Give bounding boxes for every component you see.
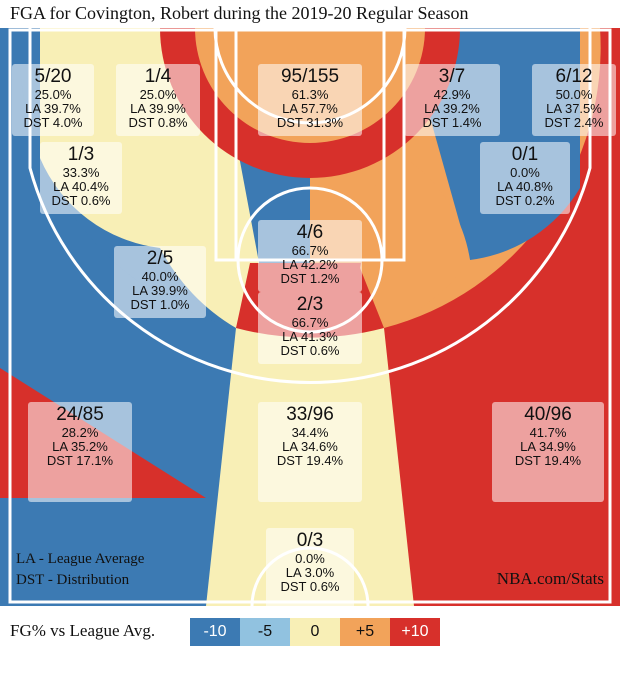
zone-fg: 24/85 [56, 404, 104, 425]
zone-pct: 66.7% [291, 315, 329, 330]
zone-la: LA 39.9% [130, 101, 186, 116]
zone-dst: DST 2.4% [544, 115, 604, 130]
league-average-note: LA - League Average [16, 551, 145, 567]
legend-cell: 0 [290, 618, 340, 646]
zone-pct: 25.0% [34, 87, 72, 102]
zone-pct: 34.4% [291, 425, 329, 440]
zone-pct: 40.0% [141, 269, 179, 284]
zone-dst: DST 0.8% [128, 115, 188, 130]
zone-dst: DST 0.6% [51, 193, 111, 208]
zone-la: LA 40.8% [497, 179, 553, 194]
zone-right-wing-mid [360, 28, 470, 328]
zone-fg: 95/155 [280, 66, 340, 87]
legend-cell: -10 [190, 618, 240, 646]
zone-la: LA 39.2% [424, 101, 480, 116]
zone-fg: 1/3 [67, 144, 95, 165]
legend-cell: -5 [240, 618, 290, 646]
zone-dst: DST 1.4% [422, 115, 482, 130]
zone-label: 0/1 0.0% LA 40.8% DST 0.2% [480, 142, 570, 214]
zone-la: LA 42.2% [282, 257, 338, 272]
zone-label: 6/12 50.0% LA 37.5% DST 2.4% [532, 64, 616, 136]
zone-dst: DST 1.2% [280, 271, 340, 286]
zone-la: LA 57.7% [282, 101, 338, 116]
zone-dst: DST 0.6% [280, 343, 340, 358]
zone-label: 40/96 41.7% LA 34.9% DST 19.4% [492, 402, 604, 502]
three-point-line [28, 28, 592, 385]
zone-fg: 1/4 [144, 66, 172, 87]
zone-la: LA 35.2% [52, 439, 108, 454]
zone-la: LA 39.7% [25, 101, 81, 116]
zone-label: 2/3 66.7% LA 41.3% DST 0.6% [258, 292, 362, 364]
zone-pct: 0.0% [510, 165, 540, 180]
zone-la: LA 40.4% [53, 179, 109, 194]
zone-label: 5/20 25.0% LA 39.7% DST 4.0% [12, 64, 94, 136]
zone-pct: 66.7% [291, 243, 329, 258]
zone-la: LA 37.5% [546, 101, 602, 116]
zone-fg: 4/6 [296, 222, 324, 243]
zone-fg: 5/20 [34, 66, 72, 87]
zone-la: LA 34.9% [520, 439, 576, 454]
chart-title: FGA for Covington, Robert during the 201… [10, 3, 469, 23]
zone-dst: DST 17.1% [46, 453, 114, 468]
zone-pct: 28.2% [61, 425, 99, 440]
zone-la: LA 39.9% [132, 283, 188, 298]
legend-cell: +10 [390, 618, 440, 646]
zone-dst: DST 0.6% [280, 579, 340, 594]
zone-label: 1/3 33.3% LA 40.4% DST 0.6% [40, 142, 122, 214]
zone-la: LA 34.6% [282, 439, 338, 454]
zone-pct: 0.0% [295, 551, 325, 566]
brand-label: NBA.com/Stats [496, 569, 604, 588]
zone-pct: 50.0% [555, 87, 593, 102]
zone-dst: DST 31.3% [276, 115, 344, 130]
legend-title: FG% vs League Avg. [10, 621, 156, 640]
zone-fg: 2/3 [296, 294, 324, 315]
zone-pct: 61.3% [291, 87, 329, 102]
zone-label: 4/6 66.7% LA 42.2% DST 1.2% [258, 220, 362, 292]
zone-pct: 41.7% [529, 425, 567, 440]
zone-pct: 25.0% [139, 87, 177, 102]
zone-dst: DST 4.0% [23, 115, 83, 130]
zone-label: 1/4 25.0% LA 39.9% DST 0.8% [116, 64, 200, 136]
zone-dst: DST 0.2% [495, 193, 555, 208]
zone-fg: 3/7 [438, 66, 466, 87]
legend-cell: +5 [340, 618, 390, 646]
zone-label: 2/5 40.0% LA 39.9% DST 1.0% [114, 246, 206, 318]
zone-fg: 0/1 [511, 144, 539, 165]
zone-pct: 33.3% [62, 165, 100, 180]
zone-fg: 33/96 [286, 404, 334, 425]
zone-fg: 6/12 [555, 66, 593, 87]
distribution-note: DST - Distribution [16, 572, 130, 588]
zone-la: LA 41.3% [282, 329, 338, 344]
zone-la: LA 3.0% [285, 565, 335, 580]
zone-dst: DST 1.0% [130, 297, 190, 312]
zone-dst: DST 19.4% [514, 453, 582, 468]
zone-label: 24/85 28.2% LA 35.2% DST 17.1% [28, 402, 132, 502]
zone-dst: DST 19.4% [276, 453, 344, 468]
zone-fg: 0/3 [296, 530, 324, 551]
color-legend: FG% vs League Avg. -10 -5 0 +5 +10 [0, 606, 620, 690]
zone-fg: 2/5 [146, 248, 174, 269]
zone-label: 95/155 61.3% LA 57.7% DST 31.3% [258, 64, 362, 136]
zone-label: 3/7 42.9% LA 39.2% DST 1.4% [404, 64, 500, 136]
zone-pct: 42.9% [433, 87, 471, 102]
zone-label: 33/96 34.4% LA 34.6% DST 19.4% [258, 402, 362, 502]
zone-fg: 40/96 [524, 404, 572, 425]
